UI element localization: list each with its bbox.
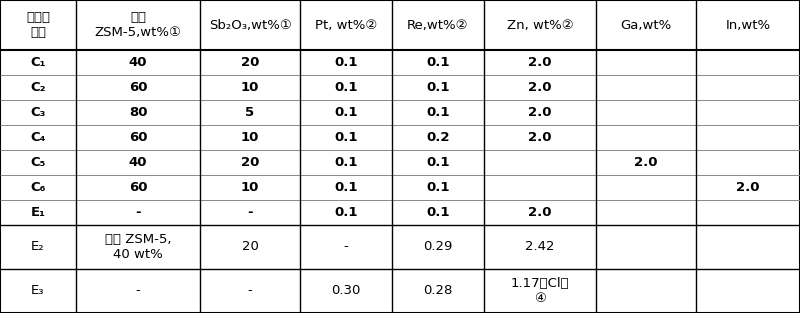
Text: 2.0: 2.0	[736, 181, 760, 194]
Text: 20: 20	[241, 156, 259, 169]
Text: 60: 60	[129, 131, 147, 144]
Text: 0.30: 0.30	[331, 285, 361, 297]
Text: 10: 10	[241, 131, 259, 144]
Text: In,wt%: In,wt%	[726, 18, 770, 32]
Text: E₃: E₃	[31, 285, 45, 297]
Text: 含铜
ZSM-5,wt%①: 含铜 ZSM-5,wt%①	[94, 11, 182, 39]
Text: -: -	[344, 240, 348, 253]
Text: 80: 80	[129, 106, 147, 119]
Text: 0.1: 0.1	[426, 156, 450, 169]
Text: Pt, wt%②: Pt, wt%②	[315, 18, 377, 32]
Text: 0.2: 0.2	[426, 131, 450, 144]
Text: 60: 60	[129, 81, 147, 94]
Text: 40: 40	[129, 56, 147, 69]
Text: Sb₂O₃,wt%①: Sb₂O₃,wt%①	[209, 18, 291, 32]
Text: 2.0: 2.0	[528, 106, 552, 119]
Text: C₁: C₁	[30, 56, 46, 69]
Text: 0.1: 0.1	[426, 106, 450, 119]
Text: 0.1: 0.1	[334, 131, 358, 144]
Text: 0.1: 0.1	[334, 206, 358, 219]
Text: -: -	[247, 206, 253, 219]
Text: E₁: E₁	[30, 206, 46, 219]
Text: 含磰 ZSM-5,
40 wt%: 含磰 ZSM-5, 40 wt%	[105, 233, 171, 261]
Text: 0.28: 0.28	[423, 285, 453, 297]
Text: 0.1: 0.1	[334, 156, 358, 169]
Text: 1.17（Cl）
④: 1.17（Cl） ④	[510, 277, 570, 305]
Text: 0.1: 0.1	[334, 56, 358, 69]
Text: 60: 60	[129, 181, 147, 194]
Text: 5: 5	[246, 106, 254, 119]
Text: 2.0: 2.0	[528, 81, 552, 94]
Text: 2.0: 2.0	[528, 131, 552, 144]
Text: 2.0: 2.0	[634, 156, 658, 169]
Text: Zn, wt%②: Zn, wt%②	[506, 18, 574, 32]
Text: 2.42: 2.42	[526, 240, 554, 253]
Text: C₃: C₃	[30, 106, 46, 119]
Text: 催化剂
编号: 催化剂 编号	[26, 11, 50, 39]
Text: C₄: C₄	[30, 131, 46, 144]
Text: 20: 20	[241, 56, 259, 69]
Text: 0.1: 0.1	[426, 81, 450, 94]
Text: 0.1: 0.1	[426, 206, 450, 219]
Text: 10: 10	[241, 81, 259, 94]
Text: -: -	[248, 285, 252, 297]
Text: C₂: C₂	[30, 81, 46, 94]
Text: 0.29: 0.29	[423, 240, 453, 253]
Text: 0.1: 0.1	[334, 106, 358, 119]
Text: 0.1: 0.1	[334, 181, 358, 194]
Text: 0.1: 0.1	[426, 181, 450, 194]
Text: C₆: C₆	[30, 181, 46, 194]
Text: Ga,wt%: Ga,wt%	[620, 18, 672, 32]
Text: Re,wt%②: Re,wt%②	[407, 18, 469, 32]
Text: -: -	[135, 206, 141, 219]
Text: 20: 20	[242, 240, 258, 253]
Text: C₅: C₅	[30, 156, 46, 169]
Text: -: -	[136, 285, 140, 297]
Text: 0.1: 0.1	[334, 81, 358, 94]
Text: 2.0: 2.0	[528, 56, 552, 69]
Text: 10: 10	[241, 181, 259, 194]
Text: 0.1: 0.1	[426, 56, 450, 69]
Text: 2.0: 2.0	[528, 206, 552, 219]
Text: 40: 40	[129, 156, 147, 169]
Text: E₂: E₂	[31, 240, 45, 253]
